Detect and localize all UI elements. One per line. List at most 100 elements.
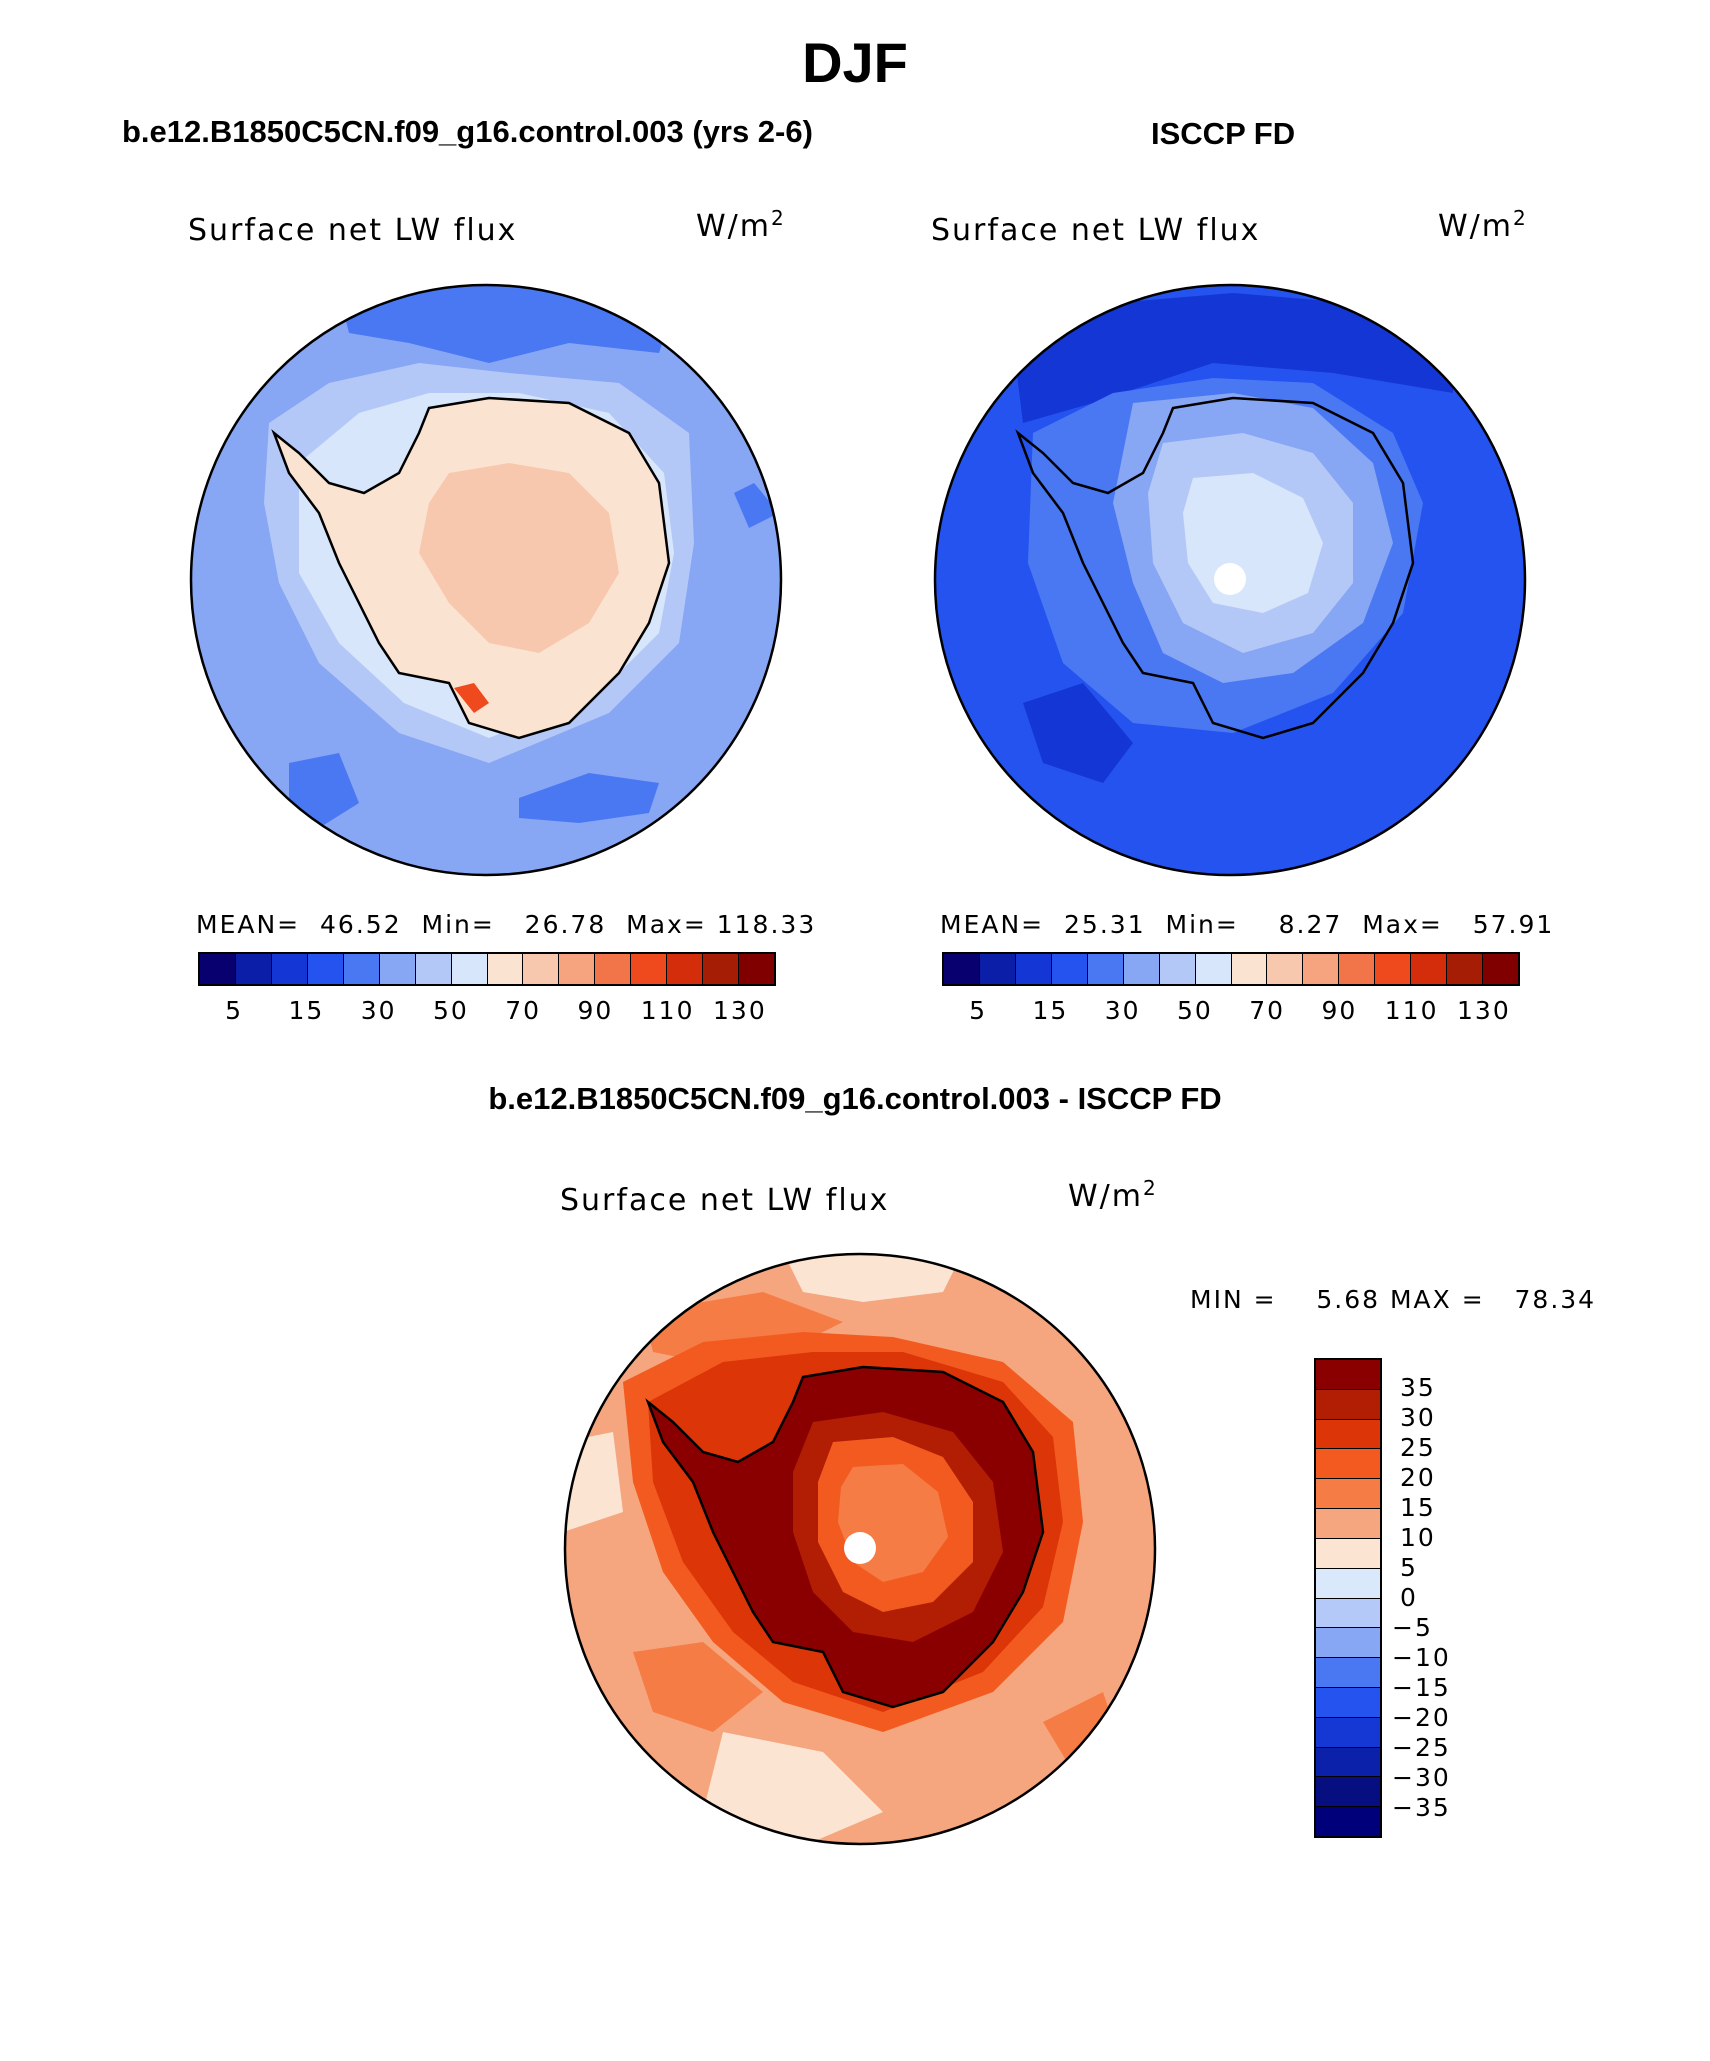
colorbar-swatch (451, 954, 488, 984)
obs-units-label: W/m2 (1438, 206, 1528, 244)
colorbar-tick-label: 15 (288, 996, 325, 1025)
model-hotspot (454, 683, 489, 713)
colorbar-swatch (1231, 954, 1268, 984)
colorbar-tick-label: 5 (1400, 1553, 1418, 1582)
colorbar-swatch (1316, 1687, 1380, 1718)
colorbar-swatch (1316, 1807, 1380, 1836)
model-colorbar (198, 952, 776, 986)
colorbar-swatch (595, 954, 632, 984)
colorbar-swatch (1123, 954, 1160, 984)
model-stats: MEAN= 46.52 Min= 26.78 Max= 118.33 (196, 910, 817, 939)
colorbar-swatch (1339, 954, 1376, 984)
page-title: DJF (802, 31, 908, 94)
colorbar-tick-label: 30 (1104, 996, 1141, 1025)
model-antarctica-interior (419, 463, 619, 653)
colorbar-tick-label: 15 (1032, 996, 1069, 1025)
colorbar-swatch (235, 954, 272, 984)
diff-ocean-warm (633, 1642, 763, 1732)
model-units-label: W/m2 (696, 206, 786, 244)
model-ocean-blob (734, 483, 779, 528)
colorbar-tick-label: 110 (1384, 996, 1439, 1025)
colorbar-swatch (343, 954, 380, 984)
colorbar-swatch (1316, 1568, 1380, 1599)
colorbar-tick-label: 30 (1400, 1403, 1436, 1432)
model-coastline (271, 396, 671, 740)
colorbar-swatch (1316, 1747, 1380, 1778)
diff-pole-gap (844, 1532, 876, 1564)
colorbar-tick-label: −20 (1392, 1703, 1451, 1732)
colorbar-swatch (200, 954, 236, 984)
colorbar-swatch (379, 954, 416, 984)
colorbar-swatch (1316, 1449, 1380, 1480)
diff-variable-label: Surface net LW flux (560, 1183, 890, 1218)
model-variable-label: Surface net LW flux (188, 213, 518, 248)
colorbar-swatch (307, 954, 344, 984)
colorbar-tick-label: 50 (432, 996, 469, 1025)
diff-coastline (645, 1365, 1045, 1709)
colorbar-swatch (1447, 954, 1484, 984)
colorbar-swatch (415, 954, 452, 984)
colorbar-swatch (667, 954, 704, 984)
colorbar-swatch (559, 954, 596, 984)
obs-pole-gap (1214, 563, 1246, 595)
colorbar-tick-label: 130 (713, 996, 767, 1025)
colorbar-tick-label: 5 (225, 996, 244, 1025)
diff-units-label: W/m2 (1068, 1176, 1158, 1214)
colorbar-swatch (1316, 1479, 1380, 1510)
obs-polar-map (933, 283, 1527, 877)
colorbar-tick-label: 70 (1249, 996, 1286, 1025)
colorbar-tick-label: −25 (1392, 1733, 1451, 1762)
colorbar-tick-label: 70 (505, 996, 542, 1025)
obs-ocean-dark (1013, 293, 1453, 423)
colorbar-swatch (1051, 954, 1088, 984)
obs-colorbar (942, 952, 1520, 986)
colorbar-swatch (487, 954, 524, 984)
colorbar-tick-label: −35 (1392, 1793, 1451, 1822)
colorbar-swatch (1316, 1360, 1380, 1390)
colorbar-swatch (1316, 1509, 1380, 1539)
colorbar-swatch (1316, 1628, 1380, 1659)
obs-panel-title: ISCCP FD (1151, 116, 1296, 151)
model-panel-title: b.e12.B1850C5CN.f09_g16.control.003 (yrs… (122, 114, 813, 149)
colorbar-swatch (944, 954, 980, 984)
diff-ocean-light (703, 1732, 883, 1844)
colorbar-swatch (631, 954, 668, 984)
model-polar-map (189, 283, 783, 877)
colorbar-swatch (1316, 1717, 1380, 1748)
colorbar-swatch (1411, 954, 1448, 984)
colorbar-tick-label: 110 (640, 996, 695, 1025)
colorbar-swatch (523, 954, 560, 984)
model-ocean-blob (289, 753, 359, 828)
colorbar-tick-label: 90 (1321, 996, 1358, 1025)
colorbar-tick-label: 0 (1400, 1583, 1418, 1612)
diff-ocean-light (783, 1254, 963, 1302)
diff-panel-title: b.e12.B1850C5CN.f09_g16.control.003 - IS… (488, 1081, 1222, 1116)
colorbar-swatch (1483, 954, 1518, 984)
colorbar-swatch (1303, 954, 1340, 984)
colorbar-tick-label: 90 (577, 996, 614, 1025)
obs-variable-label: Surface net LW flux (931, 213, 1261, 248)
diff-colorbar (1314, 1358, 1382, 1838)
colorbar-tick-label: −15 (1392, 1673, 1451, 1702)
colorbar-tick-label: 30 (360, 996, 397, 1025)
colorbar-swatch (703, 954, 740, 984)
colorbar-tick-label: 5 (969, 996, 988, 1025)
colorbar-swatch (1375, 954, 1412, 984)
colorbar-tick-label: 130 (1457, 996, 1511, 1025)
colorbar-swatch (1195, 954, 1232, 984)
colorbar-swatch (1316, 1389, 1380, 1420)
colorbar-swatch (1316, 1419, 1380, 1450)
colorbar-tick-label: 35 (1400, 1373, 1436, 1402)
colorbar-tick-label: −10 (1392, 1643, 1451, 1672)
colorbar-swatch (739, 954, 774, 984)
colorbar-tick-label: 50 (1176, 996, 1213, 1025)
obs-ocean-dark (1023, 683, 1133, 783)
colorbar-swatch (1316, 1658, 1380, 1688)
colorbar-swatch (1267, 954, 1304, 984)
diff-polar-map (563, 1252, 1157, 1846)
colorbar-swatch (1316, 1538, 1380, 1569)
colorbar-tick-label: −5 (1392, 1613, 1433, 1642)
model-ocean-blob (519, 773, 659, 823)
colorbar-tick-label: −30 (1392, 1763, 1451, 1792)
colorbar-tick-label: 20 (1400, 1463, 1436, 1492)
